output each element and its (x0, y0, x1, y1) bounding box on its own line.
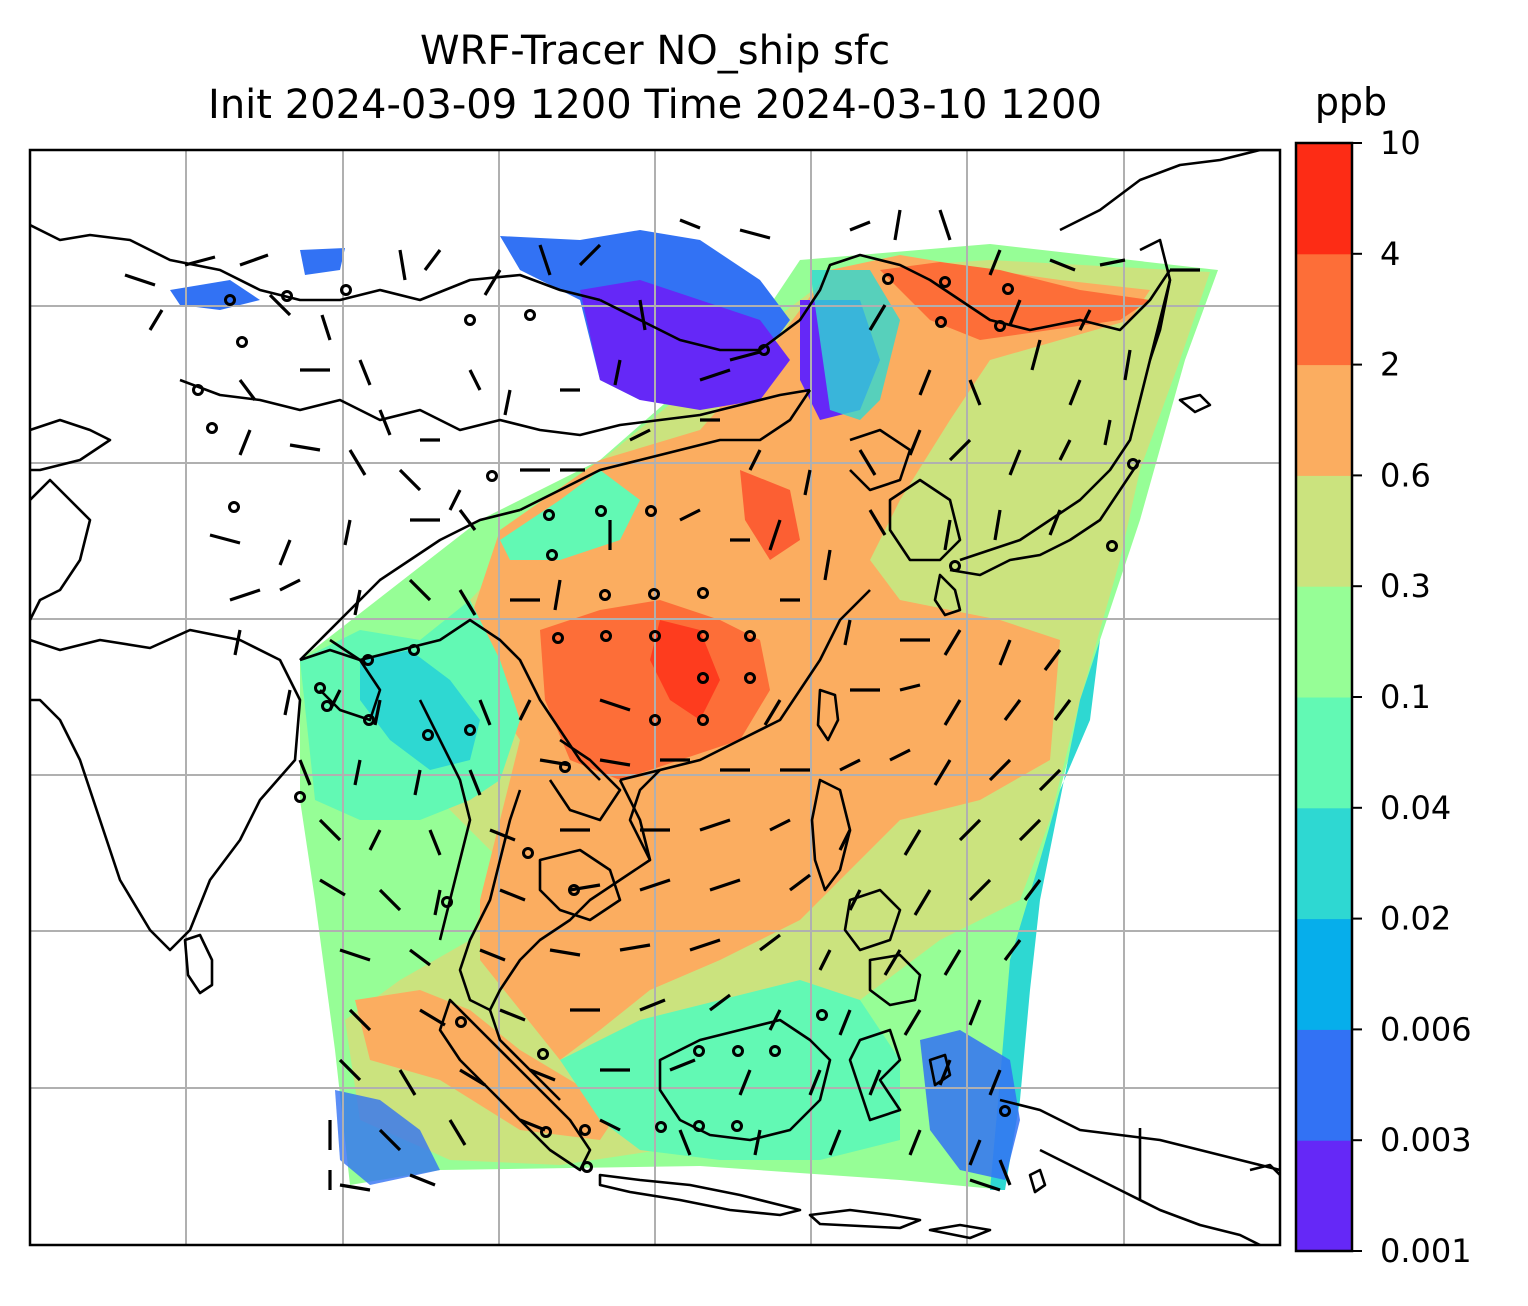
colorbar-segment (1296, 807, 1352, 920)
sulawesi (848, 1028, 902, 1122)
cambodia-border (538, 848, 622, 922)
field-zone-0.003-east (920, 1030, 1020, 1180)
china-north-border (519, 389, 812, 512)
wind-barbs (124, 209, 1200, 1192)
kyushu (933, 573, 962, 617)
east-islands (1249, 1163, 1280, 1176)
mongolia-border (599, 253, 1172, 352)
java (598, 1173, 802, 1217)
colorbar-tick-label: 0.1 (1380, 678, 1431, 716)
sakhalin (1139, 238, 1172, 361)
colorbar-tick-label: 2 (1380, 346, 1400, 384)
plot-title-line2: Init 2024-03-09 1200 Time 2024-03-10 120… (208, 82, 1102, 128)
field-zone-4-b (740, 470, 800, 560)
china-west-border (299, 508, 521, 661)
korea-coast (888, 478, 962, 562)
colorbar-segment (1296, 475, 1352, 587)
vietnam-coast (628, 769, 661, 861)
timor (928, 1223, 992, 1240)
himalaya-border (299, 618, 601, 781)
colorbar-tick-label: 0.003 (1380, 1121, 1472, 1159)
west-coastline (30, 418, 112, 472)
colorbar-tick-label: 0.02 (1380, 900, 1451, 938)
field-zone-0.001-north (580, 280, 790, 410)
kuril (1178, 393, 1212, 414)
west-border (30, 478, 92, 621)
colorbar-unit-label: ppb (1314, 80, 1388, 124)
china-east-coast (619, 589, 871, 782)
map-panel (30, 150, 1280, 1245)
sumatra (438, 998, 592, 1172)
field-zone-0.1-south-central (560, 980, 900, 1160)
field-zone-4 (650, 620, 720, 720)
moluccas (928, 1053, 952, 1087)
malay-peninsula (488, 1009, 561, 1101)
colorbar-tick-label: 0.001 (1380, 1232, 1472, 1270)
new-guinea-south (1039, 1148, 1261, 1245)
coastlines (30, 150, 1280, 1245)
colorbar-tick-label: 10 (1380, 124, 1421, 162)
colorbar-segment (1296, 586, 1352, 698)
field-zone-0.02-ne (810, 270, 900, 420)
plot-title-line1: WRF-Tracer NO_ship sfc (419, 28, 891, 74)
india-coastline (30, 628, 302, 952)
field-zone-0.1-north (500, 470, 640, 560)
indochina-coast (458, 779, 652, 1012)
sri-lanka-coastline (183, 933, 214, 995)
bohai-coast (849, 428, 912, 492)
field-zone-0.006-nw (170, 280, 260, 310)
colorbar-segment (1296, 1029, 1352, 1141)
colorbar-tick-label: 0.006 (1380, 1010, 1472, 1048)
map-frame (28, 148, 1282, 1247)
graticule (30, 150, 1280, 1245)
taiwan (816, 688, 840, 742)
bangladesh-border (319, 638, 382, 722)
colorbar-segment (1296, 253, 1352, 366)
colorbar-segment (1296, 364, 1352, 476)
kazakh-border (179, 378, 811, 437)
north-border-west (30, 223, 601, 302)
japan-honshu-south (949, 459, 1142, 577)
colorbar-segment (1296, 697, 1352, 809)
kamchatka-coast (1059, 150, 1280, 232)
borneo (658, 1018, 832, 1142)
field-zone-0.04-west (360, 650, 480, 770)
field-zone-0.04-east-edge (990, 640, 1100, 1190)
halmahera (1028, 1168, 1047, 1194)
visayas (843, 888, 902, 952)
calm-circles (192, 273, 1139, 1173)
colorbar-tick-label: 0.04 (1380, 789, 1451, 827)
colorbar-segment (1296, 143, 1352, 255)
colorbar-segment (1296, 1140, 1352, 1252)
laos-border (548, 738, 622, 822)
luzon (810, 778, 852, 892)
lesser-sunda (808, 1208, 922, 1230)
colorbar-tick-label: 4 (1380, 235, 1400, 273)
colorbar: 0.001 0.003 0.006 0.02 0.04 0.1 0.3 0.6 2 4 10 (1294, 124, 1472, 1270)
mindanao (868, 953, 922, 1007)
colorbar-segment (1296, 918, 1352, 1030)
colorbar-tick-label: 0.3 (1380, 567, 1431, 605)
colorbar-tick-label: 0.6 (1380, 456, 1431, 494)
field-zone-0.006-nw2 (300, 248, 345, 275)
